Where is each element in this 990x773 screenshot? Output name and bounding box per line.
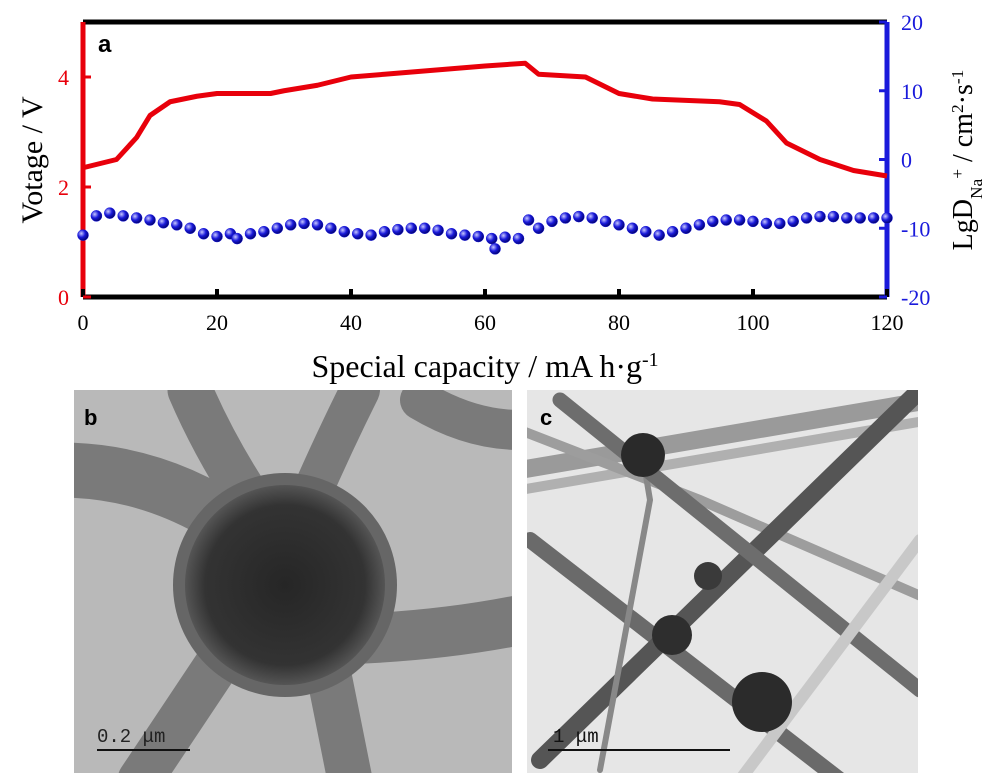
diffusion-point xyxy=(130,212,143,224)
x-axis-label-part: -1 xyxy=(642,349,659,371)
diffusion-point xyxy=(774,217,786,230)
y2-axis-label-part: + xyxy=(948,169,967,179)
diffusion-point xyxy=(841,212,853,224)
diffusion-point xyxy=(720,214,732,226)
y2-axis-label-part: -1 xyxy=(948,70,967,84)
diffusion-point xyxy=(854,212,866,224)
panel-label: a xyxy=(98,31,112,58)
diffusion-point xyxy=(666,225,679,238)
x-axis-label-part: Special capacity / mA h·g xyxy=(311,348,642,384)
y2-tick-label: 10 xyxy=(901,79,923,104)
diffusion-point xyxy=(814,210,826,223)
y2-tick-label: 20 xyxy=(901,10,923,35)
panel-label: b xyxy=(84,405,97,430)
diffusion-point xyxy=(351,228,364,240)
diffusion-point xyxy=(599,215,612,228)
y-tick-label: 2 xyxy=(58,175,69,200)
y2-axis-label-part: Na xyxy=(967,179,986,200)
diffusion-point xyxy=(77,229,89,241)
y-tick-label: 0 xyxy=(58,285,69,310)
diffusion-point xyxy=(653,229,665,241)
diffusion-point xyxy=(418,222,431,234)
diffusion-point xyxy=(311,219,324,231)
diffusion-point xyxy=(680,222,692,234)
diffusion-point xyxy=(405,222,418,234)
diffusion-point xyxy=(432,224,444,237)
diffusion-point xyxy=(298,217,310,230)
diffusion-point xyxy=(284,219,297,231)
x-tick-label: 120 xyxy=(871,310,904,335)
tem-image-c xyxy=(527,390,918,773)
diffusion-point xyxy=(338,225,351,238)
x-axis-label: Special capacity / mA h·g-1 xyxy=(311,348,658,384)
diffusion-point xyxy=(144,214,156,226)
x-tick-label: 80 xyxy=(608,310,630,335)
x-tick-label: 20 xyxy=(206,310,228,335)
diffusion-point xyxy=(258,225,270,238)
diffusion-point xyxy=(485,232,498,245)
diffusion-point xyxy=(271,222,284,234)
diffusion-point xyxy=(211,230,223,243)
diffusion-point xyxy=(244,228,257,240)
x-tick-label: 100 xyxy=(737,310,770,335)
diffusion-point xyxy=(800,212,813,224)
diffusion-point xyxy=(378,225,391,238)
scale-bar-label: 0.2 μm xyxy=(97,726,165,748)
diffusion-point xyxy=(559,212,572,224)
x-tick-label: 0 xyxy=(78,310,89,335)
diffusion-point xyxy=(760,217,773,230)
diffusion-point xyxy=(472,230,485,243)
diffusion-point xyxy=(231,232,243,245)
diffusion-point xyxy=(626,222,639,234)
diffusion-point xyxy=(586,212,598,224)
diffusion-point xyxy=(197,228,210,240)
y2-axis-label-part: 2 xyxy=(948,104,967,113)
diffusion-point xyxy=(613,219,625,231)
diffusion-point xyxy=(117,210,129,222)
diffusion-point xyxy=(325,222,337,234)
diffusion-point xyxy=(747,215,759,228)
y2-axis-label-part: LgD xyxy=(948,199,979,250)
panel-label: c xyxy=(540,405,552,430)
diffusion-point xyxy=(90,210,103,222)
diffusion-point xyxy=(171,219,183,231)
scale-bar-label: 1 μm xyxy=(553,726,599,748)
diffusion-point xyxy=(489,243,501,255)
x-tick-label: 40 xyxy=(340,310,362,335)
y2-tick-label: -20 xyxy=(901,285,930,310)
diffusion-point xyxy=(157,217,170,229)
diffusion-point xyxy=(881,212,893,224)
y2-tick-label: -10 xyxy=(901,216,930,241)
diffusion-point xyxy=(365,229,377,241)
tem-image-b xyxy=(74,390,512,773)
diffusion-point xyxy=(707,215,719,228)
diffusion-point xyxy=(184,222,196,234)
y2-axis-label-part: ·s xyxy=(948,84,979,104)
y2-tick-label: 0 xyxy=(901,148,912,173)
diffusion-point xyxy=(512,232,525,245)
diffusion-point xyxy=(733,214,746,226)
voltage-curve xyxy=(82,60,888,179)
diffusion-point xyxy=(392,223,404,236)
diffusion-point xyxy=(693,219,706,231)
x-tick-label: 60 xyxy=(474,310,496,335)
diffusion-point xyxy=(499,231,511,243)
y-axis-label: Votage / V xyxy=(16,96,49,224)
diffusion-point xyxy=(522,214,535,226)
y-tick-label: 4 xyxy=(58,65,69,90)
diffusion-point xyxy=(640,225,652,238)
diffusion-point xyxy=(546,215,558,228)
diffusion-point xyxy=(827,210,840,223)
diffusion-point xyxy=(104,207,116,219)
y2-axis-label: LgDNa+ / cm2·s-1 xyxy=(948,70,986,251)
diffusion-point xyxy=(532,222,545,234)
diffusion-point xyxy=(459,229,471,241)
diffusion-point xyxy=(445,228,458,240)
diffusion-point xyxy=(787,215,799,228)
diffusion-point xyxy=(573,210,585,223)
diffusion-point xyxy=(867,212,880,224)
y2-axis-label-part: / cm xyxy=(948,113,979,169)
